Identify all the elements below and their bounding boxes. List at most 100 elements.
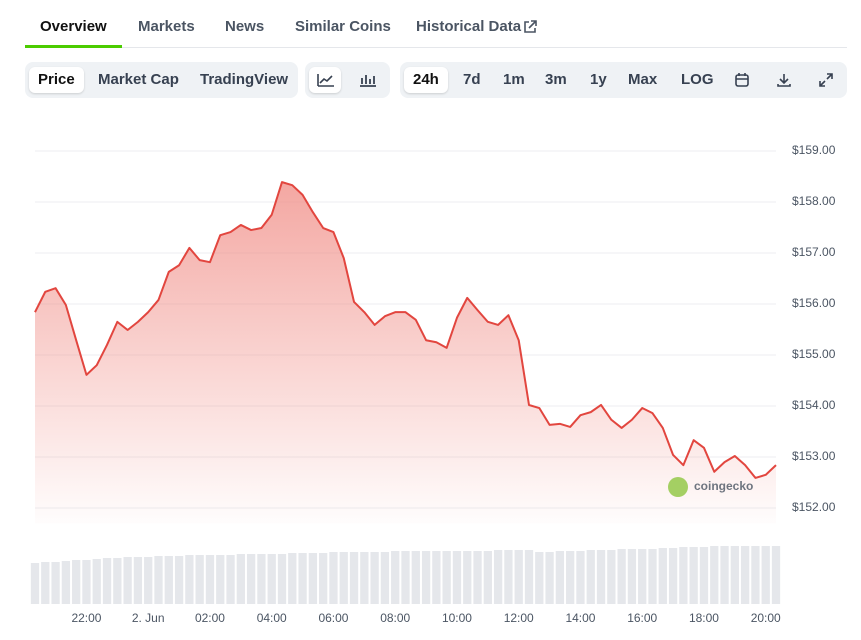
volume-bar [360,552,369,604]
volume-bar [246,554,256,604]
volume-bar [82,560,91,604]
area-fill [35,182,776,524]
y-tick-label: $153.00 [792,449,836,463]
volume-bar [41,562,50,604]
y-tick-label: $158.00 [792,194,836,208]
y-tick-label: $159.00 [792,143,836,157]
volume-bar [710,546,719,604]
range-group: 24h 7d 1m 3m 1y Max LOG [400,62,847,98]
tab[interactable]: News [225,18,265,35]
volume-bar [720,546,729,604]
fullscreen-icon[interactable] [818,72,834,88]
volume-bar [761,546,770,604]
volume-bar [411,551,420,604]
volume-bar [535,552,544,604]
volume-bar [319,553,328,604]
y-tick-label: $155.00 [792,347,836,361]
tab[interactable]: Overview [40,18,107,35]
active-tab-indicator [25,45,122,48]
volume-bar [627,549,637,604]
volume-bar [329,552,338,604]
external-link-icon [524,20,537,33]
volume-bar [555,551,565,604]
volume-bar [154,556,163,604]
watermark-logo [668,477,688,497]
volume-bar [668,548,678,604]
volume-bar [514,550,523,604]
volume-bar [648,549,657,604]
calendar-icon[interactable] [734,72,750,88]
y-tick-label: $154.00 [792,398,836,412]
mode-button[interactable]: Market Cap [98,71,179,88]
volume-bar [113,558,122,604]
tab[interactable]: Historical Data [416,18,522,35]
volume-bar [730,546,739,604]
x-tick-label: 08:00 [380,611,410,625]
volume-bar [72,560,81,604]
range-button[interactable]: 24h [404,67,448,93]
volume-bar [277,554,287,604]
x-tick-label: 02:00 [195,611,225,625]
chart-style-group [305,62,390,98]
volume-bar [740,546,750,604]
volume-bar [617,549,626,604]
volume-bar [545,552,554,604]
x-tick-label: 20:00 [751,611,781,625]
volume-bar [349,552,359,604]
volume-bar [689,547,698,604]
range-button[interactable]: 1y [590,71,607,88]
x-tick-label: 12:00 [504,611,534,625]
volume-bar [30,563,40,604]
volume-bar [421,551,431,604]
tab[interactable]: Markets [138,18,195,35]
volume-bar [401,551,410,604]
volume-bar [133,557,143,604]
volume-bar [483,551,492,604]
volume-bar [576,551,585,604]
volume-bar [174,556,184,604]
volume-bar [339,552,348,604]
x-tick-label: 16:00 [627,611,657,625]
volume-bar [463,551,472,604]
volume-bar [205,555,215,604]
volume-bar [370,552,379,604]
x-tick-label: 10:00 [442,611,472,625]
volume-bar [51,562,60,604]
volume-bar [493,550,503,604]
x-tick-label: 22:00 [71,611,101,625]
volume-bar [586,550,595,604]
volume-bar [185,555,194,604]
tab-bar: Overview Markets News Similar Coins Hist… [25,0,847,48]
log-button[interactable]: LOG [681,71,714,88]
volume-bar [123,557,132,604]
range-button[interactable]: 7d [463,71,481,88]
volume-bar [92,559,101,604]
mode-button[interactable]: Price [29,67,84,93]
volume-bar [596,550,606,604]
range-button[interactable]: 3m [545,71,567,88]
tab[interactable]: Similar Coins [295,18,391,35]
y-tick-label: $156.00 [792,296,836,310]
download-icon[interactable] [776,72,792,88]
range-button[interactable]: Max [628,71,658,88]
range-button[interactable]: 1m [503,71,525,88]
x-tick-label: 2. Jun [132,611,165,625]
volume-bar [679,547,688,604]
volume-bar [298,553,307,604]
x-tick-label: 06:00 [318,611,348,625]
line-style-button[interactable] [309,67,341,93]
mode-button[interactable]: TradingView [200,71,289,88]
volume-bar [566,551,575,604]
volume-bar [658,548,667,604]
x-tick-label: 14:00 [565,611,595,625]
candle-style-button[interactable] [351,67,383,93]
y-tick-label: $157.00 [792,245,836,259]
volume-bar [432,551,441,604]
mode-group: Price Market Cap TradingView [25,62,298,98]
volume-bar [380,552,390,604]
volume-bar [524,550,534,604]
watermark: coingecko [694,479,753,493]
volume-bar [288,553,297,604]
volume-bar [442,551,451,604]
